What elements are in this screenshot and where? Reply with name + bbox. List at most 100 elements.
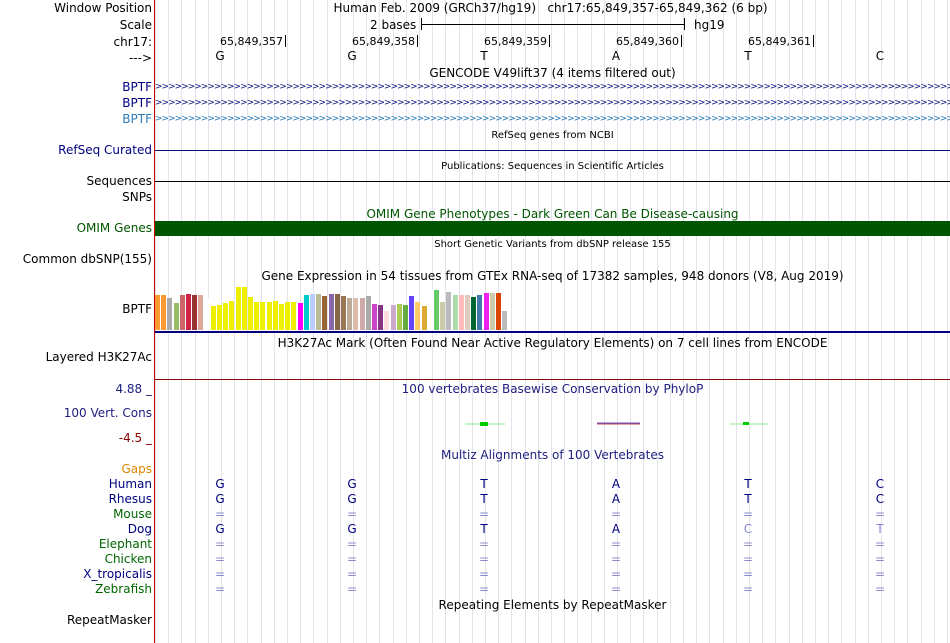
gtex-expression-bars[interactable] — [155, 284, 555, 330]
species-label-rhesus[interactable]: Rhesus — [108, 492, 152, 506]
gtex-tissue-bar[interactable] — [502, 311, 508, 330]
gtex-tissue-bar[interactable] — [310, 294, 315, 330]
gtex-tissue-bar[interactable] — [161, 295, 167, 330]
species-label-x_tropicalis[interactable]: X_tropicalis — [83, 567, 152, 581]
gtex-tissue-bar[interactable] — [334, 294, 340, 330]
gtex-tissue-bar[interactable] — [204, 299, 210, 330]
gtex-tissue-bar[interactable] — [458, 295, 464, 330]
h3k27ac-signal-line[interactable] — [155, 379, 950, 380]
gtex-tissue-bar[interactable] — [341, 296, 346, 330]
gtex-tissue-bar[interactable] — [217, 305, 222, 330]
species-label-zebrafish[interactable]: Zebrafish — [95, 582, 152, 596]
gencode-transcript[interactable]: >>>>>>>>>>>>>>>>>>>>>>>>>>>>>>>>>>>>>>>>… — [155, 99, 950, 108]
gtex-tissue-bar[interactable] — [489, 293, 495, 330]
gtex-tissue-bar[interactable] — [186, 294, 191, 330]
gtex-tissue-bar[interactable] — [434, 290, 439, 330]
sequences-label[interactable]: Sequences — [86, 174, 152, 188]
gtex-tissue-bar[interactable] — [291, 302, 297, 330]
gtex-tissue-bar[interactable] — [272, 301, 278, 330]
phylop-signal[interactable] — [155, 412, 950, 438]
alignment-base: = — [478, 552, 490, 566]
grid-line — [775, 0, 776, 643]
gtex-tissue-bar[interactable] — [353, 298, 359, 330]
gtex-tissue-bar[interactable] — [192, 295, 198, 330]
gtex-tissue-bar[interactable] — [248, 297, 253, 330]
gtex-tissue-bar[interactable] — [285, 302, 291, 330]
gtex-tissue-bar[interactable] — [241, 287, 247, 330]
gtex-tissue-bar[interactable] — [465, 295, 470, 330]
gtex-tissue-bar[interactable] — [384, 311, 390, 330]
gtex-tissue-bar[interactable] — [496, 293, 501, 330]
gtex-tissue-bar[interactable] — [254, 302, 260, 330]
species-label-mouse[interactable]: Mouse — [113, 507, 152, 521]
gtex-tissue-bar[interactable] — [359, 298, 365, 330]
alignment-base: C — [875, 477, 885, 491]
alignment-base: = — [214, 567, 226, 581]
gtex-tissue-bar[interactable] — [316, 294, 322, 330]
gtex-tissue-bar[interactable] — [155, 295, 160, 330]
gtex-tissue-bar[interactable] — [378, 305, 384, 330]
gtex-tissue-bar[interactable] — [403, 305, 408, 330]
layered-h3k27ac-label[interactable]: Layered H3K27Ac — [45, 350, 152, 364]
publications-line[interactable] — [155, 181, 950, 182]
gtex-tissue-bar[interactable] — [471, 297, 477, 330]
gtex-tissue-bar[interactable] — [279, 304, 284, 330]
refseq-gene-line[interactable] — [155, 150, 950, 151]
gencode-item-bptf-3[interactable]: BPTF — [122, 112, 152, 126]
species-label-human[interactable]: Human — [108, 477, 152, 491]
repeatmasker-label[interactable]: RepeatMasker — [66, 613, 152, 627]
gtex-tissue-bar[interactable] — [365, 296, 371, 330]
gtex-bptf-label[interactable]: BPTF — [122, 302, 152, 316]
gtex-tissue-bar[interactable] — [260, 302, 266, 330]
gtex-tissue-bar[interactable] — [328, 294, 334, 330]
gtex-tissue-bar[interactable] — [167, 298, 173, 330]
gtex-tissue-bar[interactable] — [409, 296, 415, 330]
gtex-tissue-bar[interactable] — [446, 292, 452, 330]
species-label-elephant[interactable]: Elephant — [98, 537, 152, 551]
omim-gene-bar[interactable] — [155, 221, 950, 236]
gtex-tissue-bar[interactable] — [483, 293, 489, 330]
gtex-tissue-bar[interactable] — [452, 295, 458, 330]
alignment-base: = — [478, 582, 490, 596]
gtex-tissue-bar[interactable] — [440, 302, 446, 330]
grid-line — [868, 0, 869, 643]
gtex-tissue-bar[interactable] — [229, 301, 235, 330]
grid-line — [630, 0, 631, 643]
gtex-tissue-bar[interactable] — [173, 303, 179, 330]
gtex-tissue-bar[interactable] — [297, 303, 303, 330]
gencode-transcript[interactable]: >>>>>>>>>>>>>>>>>>>>>>>>>>>>>>>>>>>>>>>>… — [155, 115, 950, 124]
phylop-track-label[interactable]: 100 Vert. Cons — [63, 406, 152, 420]
gtex-tissue-bar[interactable] — [235, 287, 241, 330]
grid-line — [683, 0, 684, 643]
gencode-item-bptf-1[interactable]: BPTF — [122, 80, 152, 94]
gtex-tissue-bar[interactable] — [396, 304, 402, 330]
gencode-transcript[interactable]: >>>>>>>>>>>>>>>>>>>>>>>>>>>>>>>>>>>>>>>>… — [155, 83, 950, 92]
alignment-base: = — [874, 552, 886, 566]
gtex-tissue-bar[interactable] — [266, 302, 272, 330]
gtex-tissue-bar[interactable] — [303, 295, 309, 330]
alignment-base: T — [480, 492, 488, 506]
species-label-chicken[interactable]: Chicken — [104, 552, 152, 566]
gtex-tissue-bar[interactable] — [427, 289, 433, 330]
grid-line — [564, 0, 565, 643]
snps-label[interactable]: SNPs — [122, 190, 152, 204]
gtex-tissue-bar[interactable] — [179, 295, 185, 330]
gtex-tissue-bar[interactable] — [347, 298, 353, 330]
gtex-tissue-bar[interactable] — [198, 295, 204, 330]
gtex-tissue-bar[interactable] — [372, 304, 377, 330]
gencode-item-bptf-2[interactable]: BPTF — [122, 96, 152, 110]
gtex-tissue-bar[interactable] — [223, 303, 229, 330]
omim-genes-label[interactable]: OMIM Genes — [76, 221, 152, 235]
gtex-tissue-bar[interactable] — [210, 306, 216, 330]
gtex-tissue-bar[interactable] — [415, 302, 421, 330]
alignment-base: = — [742, 567, 754, 581]
refseq-curated-label[interactable]: RefSeq Curated — [58, 143, 152, 157]
gtex-tissue-bar[interactable] — [390, 305, 396, 330]
gtex-tissue-bar[interactable] — [322, 296, 328, 330]
species-label-dog[interactable]: Dog — [127, 522, 152, 536]
gtex-tissue-bar[interactable] — [477, 295, 483, 330]
gtex-tissue-bar[interactable] — [421, 306, 427, 330]
common-dbsnp-label[interactable]: Common dbSNP(155) — [22, 252, 152, 266]
track-data-area[interactable]: Human Feb. 2009 (GRCh37/hg19) chr17:65,8… — [155, 0, 950, 643]
